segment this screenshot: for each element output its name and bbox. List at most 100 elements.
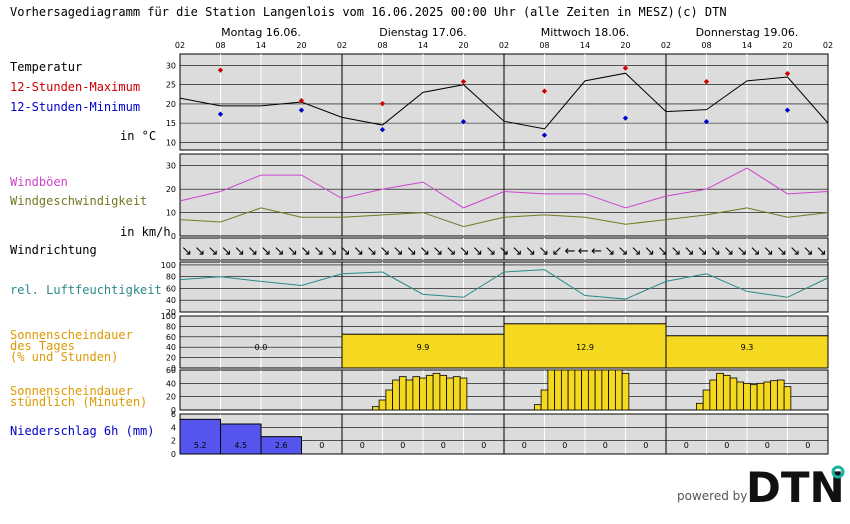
wind-direction-arrow: ↘: [432, 244, 443, 259]
daily-sunshine-bar: [341, 333, 505, 369]
hourly-sunshine-bar: [702, 389, 711, 411]
hourly-sunshine-bar: [554, 369, 562, 411]
hour-tick-label: 14: [418, 41, 428, 50]
wind-direction-arrow: ↘: [472, 244, 483, 259]
hour-tick-label: 20: [296, 41, 306, 50]
wind-direction-arrow: ↘: [631, 244, 642, 259]
hour-tick-label: 14: [580, 41, 590, 50]
daily-sunshine-label: 0.0: [255, 343, 268, 352]
hour-tick-label: 08: [701, 41, 711, 50]
precip-label: 0: [643, 441, 648, 450]
daily-sunshine-bar: [665, 335, 829, 369]
wind-label: Windgeschwindigkeit: [10, 194, 147, 208]
wind-direction-arrow: ↘: [300, 244, 311, 259]
wind-direction-arrow: ↘: [446, 244, 457, 259]
wind-direction-arrow: ↘: [274, 244, 285, 259]
hourly-sunshine-bar: [432, 372, 441, 411]
hourly-sunshine-bar: [756, 382, 765, 411]
hourly-sunshine-bar: [439, 374, 448, 411]
hourly-sunshine-bar: [412, 376, 421, 411]
wind-direction-arrow: ↘: [644, 244, 655, 259]
max-marker: ◆: [623, 63, 629, 73]
hourly-sunshine-bar: [425, 374, 434, 411]
max-label: 12-Stunden-Maximum: [10, 80, 140, 94]
wind-direction-arrow: ↘: [499, 244, 510, 259]
max-marker: ◆: [785, 69, 791, 79]
wind-direction-arrow: ↘: [803, 244, 814, 259]
powered-by-label: powered by: [677, 489, 748, 503]
y-tick-label: 4: [171, 423, 176, 432]
y-tick-label: 60: [166, 366, 176, 375]
wind-direction-arrow: ↘: [208, 244, 219, 259]
dtn-logo: DTN: [746, 463, 845, 508]
max-marker: ◆: [461, 77, 467, 87]
precip-label: 0: [522, 441, 527, 450]
wind-direction-arrow: ↘: [194, 244, 205, 259]
wind-direction-arrow: ↘: [525, 244, 536, 259]
y-tick-label: 20: [166, 393, 176, 402]
hourly-sunshine-bar: [695, 402, 704, 411]
precip-label: 5.2: [194, 441, 207, 450]
temperature-line: [179, 72, 829, 130]
humidity-label: rel. Luftfeuchtigkeit: [10, 283, 162, 297]
y-tick-label: 30: [166, 62, 176, 71]
hourly-sunshine-bar: [452, 376, 461, 411]
min-label: 12-Stunden-Minimum: [10, 100, 140, 114]
wind-direction-arrow: ↘: [737, 244, 748, 259]
hourly-sunshine-bar: [533, 404, 542, 411]
wind-direction-arrow: ↘: [789, 244, 800, 259]
hour-tick-label: 02: [337, 41, 347, 50]
hourly-sunshine-bar: [621, 372, 630, 411]
wind-direction-arrow: ↘: [776, 244, 787, 259]
hour-tick-label: 02: [175, 41, 185, 50]
hourly-sunshine-bar: [736, 381, 745, 411]
hour-tick-label: 08: [377, 41, 387, 50]
wind-direction-arrow: ↘: [393, 244, 404, 259]
wind-direction-arrow: ↘: [353, 244, 364, 259]
max-marker: ◆: [218, 65, 224, 75]
winddir-label: Windrichtung: [10, 243, 97, 257]
hourly-sunshine-bar: [722, 374, 731, 411]
hourly-sunshine-bar: [587, 369, 596, 411]
hour-tick-label: 20: [782, 41, 792, 50]
hourly-sunshine-bar: [743, 382, 751, 411]
y-tick-label: 20: [166, 100, 176, 109]
day-label: Dienstag 17.06.: [379, 26, 467, 39]
y-tick-label: 30: [166, 162, 176, 171]
hourly-sunshine-bar: [459, 377, 468, 411]
sun-daily-label-2: des Tages: [10, 339, 75, 353]
wind-direction-arrow: ↘: [406, 244, 417, 259]
wind-direction-arrow: ↘: [340, 244, 351, 259]
wind-direction-arrow: ↘: [604, 244, 615, 259]
y-tick-label: 80: [166, 322, 176, 331]
sun-daily-label-3: (% und Stunden): [10, 350, 118, 364]
daily-sunshine-label: 12.9: [576, 343, 594, 352]
y-tick-label: 20: [166, 308, 176, 317]
y-tick-label: 20: [166, 354, 176, 363]
hour-tick-label: 02: [499, 41, 509, 50]
gust-line: [179, 167, 829, 209]
hourly-sunshine-bar: [716, 372, 724, 411]
hour-tick-label: 20: [458, 41, 468, 50]
y-tick-label: 0: [171, 364, 176, 373]
precip-bar: [260, 436, 302, 455]
hourly-sunshine-bar: [763, 381, 772, 411]
wind-direction-arrow: ↘: [313, 244, 324, 259]
hourly-sunshine-bar: [776, 379, 785, 411]
y-tick-label: 20: [166, 185, 176, 194]
hourly-sunshine-bar: [729, 377, 738, 411]
hourly-sunshine-bar: [547, 369, 556, 411]
precip-label: 0: [400, 441, 405, 450]
gust-label: Windböen: [10, 175, 68, 189]
wind-direction-arrow: ↘: [657, 244, 668, 259]
humidity-line: [179, 269, 829, 300]
y-tick-label: 80: [166, 273, 176, 282]
sun-hourly-label-2: stündlich (Minuten): [10, 395, 147, 409]
min-marker: ◆: [380, 125, 386, 135]
max-marker: ◆: [380, 99, 386, 109]
hourly-sunshine-bar: [614, 369, 623, 411]
hourly-sunshine-bar: [446, 377, 454, 411]
hourly-sunshine-bar: [398, 376, 407, 411]
wind-direction-arrow: ↘: [380, 244, 391, 259]
